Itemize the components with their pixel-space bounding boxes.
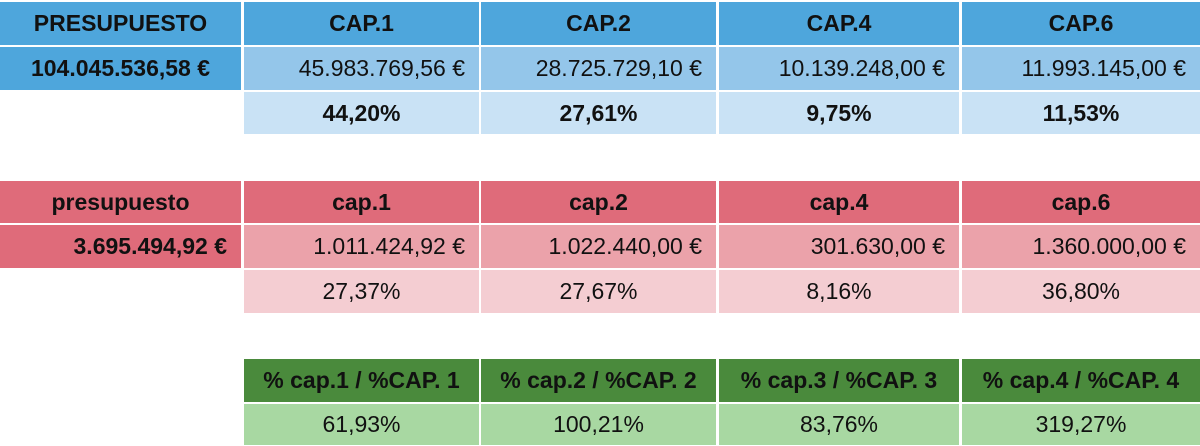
table2-total: 3.695.494,92 €: [0, 225, 241, 268]
table1-percent-cap4: 9,75%: [719, 92, 959, 134]
table3-value-3: 83,76%: [719, 404, 959, 445]
table1-value-cap1: 45.983.769,56 €: [244, 47, 479, 90]
table3-value-2: 100,21%: [481, 404, 716, 445]
table2-value-cap4: 301.630,00 €: [719, 225, 959, 268]
table2-label: presupuesto: [0, 181, 241, 223]
table2-percent-cap4: 8,16%: [719, 270, 959, 313]
table2-header-cap4: cap.4: [719, 181, 959, 223]
table1-percent-cap1: 44,20%: [244, 92, 479, 134]
table1-total: 104.045.536,58 €: [0, 47, 241, 90]
table1-header-cap1: CAP.1: [244, 2, 479, 45]
table1-value-cap6: 11.993.145,00 €: [962, 47, 1200, 90]
table3-header-4: % cap.4 / %CAP. 4: [962, 359, 1200, 402]
table1-header-cap2: CAP.2: [481, 2, 716, 45]
table2-header-cap1: cap.1: [244, 181, 479, 223]
table1-percent-cap2: 27,61%: [481, 92, 716, 134]
table3-header-2: % cap.2 / %CAP. 2: [481, 359, 716, 402]
table3-header-3: % cap.3 / %CAP. 3: [719, 359, 959, 402]
table2-percent-cap2: 27,67%: [481, 270, 716, 313]
table2-percent-cap1: 27,37%: [244, 270, 479, 313]
table1-label: PRESUPUESTO: [0, 2, 241, 45]
table1-percent-cap6: 11,53%: [962, 92, 1200, 134]
table2-percent-cap6: 36,80%: [962, 270, 1200, 313]
table2-value-cap6: 1.360.000,00 €: [962, 225, 1200, 268]
table2-value-cap1: 1.011.424,92 €: [244, 225, 479, 268]
table1-value-cap2: 28.725.729,10 €: [481, 47, 716, 90]
table3-header-1: % cap.1 / %CAP. 1: [244, 359, 479, 402]
table3-value-1: 61,93%: [244, 404, 479, 445]
table3-value-4: 319,27%: [962, 404, 1200, 445]
table1-header-cap6: CAP.6: [962, 2, 1200, 45]
table2-header-cap2: cap.2: [481, 181, 716, 223]
table2-header-cap6: cap.6: [962, 181, 1200, 223]
table1-header-cap4: CAP.4: [719, 2, 959, 45]
table2-value-cap2: 1.022.440,00 €: [481, 225, 716, 268]
table1-value-cap4: 10.139.248,00 €: [719, 47, 959, 90]
